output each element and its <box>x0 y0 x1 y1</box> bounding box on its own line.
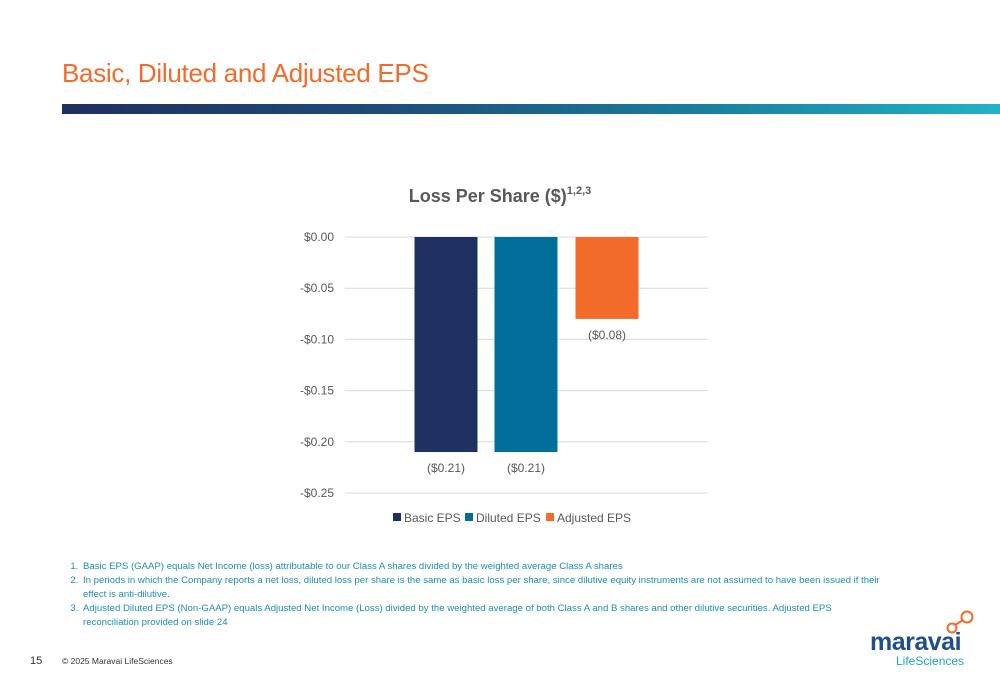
legend-swatch <box>465 513 473 521</box>
y-tick-label: $0.00 <box>304 230 334 244</box>
chart-title-superscript: 1,2,3 <box>567 185 591 197</box>
maravai-logo: maravai LifeSciences <box>868 606 978 668</box>
y-tick-label: -$0.10 <box>300 332 334 346</box>
footnotes: Basic EPS (GAAP) equals Net Income (loss… <box>62 560 882 630</box>
logo-molecule-icon <box>946 610 974 634</box>
legend-label: Basic EPS <box>404 511 461 525</box>
y-tick-label: -$0.15 <box>300 384 334 398</box>
logo-wordmark: maravai <box>870 628 962 656</box>
chart-title-text: Loss Per Share ($) <box>409 186 567 206</box>
chart-bars: ($0.21) ($0.21) ($0.08) <box>414 237 639 475</box>
bar-diluted-eps <box>494 237 558 453</box>
chart-title: Loss Per Share ($)1,2,3 <box>409 185 592 206</box>
title-divider <box>62 104 1000 114</box>
legend-label: Diluted EPS <box>476 511 541 525</box>
copyright: © 2025 Maravai LifeSciences <box>62 656 173 666</box>
data-label: ($0.21) <box>427 461 465 475</box>
bar-adjusted-eps <box>575 237 639 319</box>
y-tick-label: -$0.25 <box>300 486 334 500</box>
data-label: ($0.08) <box>588 328 626 342</box>
page-number: 15 <box>30 655 43 667</box>
loss-per-share-chart: Loss Per Share ($)1,2,3 $0.00 -$0.05 -$0.1… <box>300 185 708 525</box>
legend-swatch <box>393 513 401 521</box>
legend-label: Adjusted EPS <box>557 511 631 525</box>
chart-legend: Basic EPS Diluted EPS Adjusted EPS <box>393 511 631 525</box>
y-tick-label: -$0.05 <box>300 281 334 295</box>
y-axis: $0.00 -$0.05 -$0.10 -$0.15 -$0.20 -$0.25 <box>300 230 334 500</box>
slide-title: Basic, Diluted and Adjusted EPS <box>62 58 429 88</box>
logo-subtitle: LifeSciences <box>896 654 965 668</box>
y-tick-label: -$0.20 <box>300 435 334 449</box>
data-label: ($0.21) <box>507 461 545 475</box>
bar-basic-eps <box>414 237 478 453</box>
legend-swatch <box>546 513 554 521</box>
footnote-2: In periods in which the Company reports … <box>81 574 882 602</box>
footnote-3: Adjusted Diluted EPS (Non-GAAP) equals A… <box>81 602 882 630</box>
footnote-1: Basic EPS (GAAP) equals Net Income (loss… <box>81 560 882 574</box>
